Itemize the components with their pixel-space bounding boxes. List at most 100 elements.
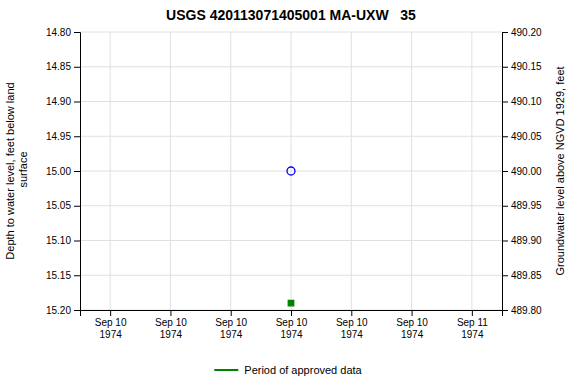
y2-tick: 489.90 [502, 235, 542, 246]
tick-mark [502, 241, 508, 242]
legend: Period of approved data [214, 364, 362, 376]
tick-mark [74, 136, 80, 137]
y-tick: 14.90 [46, 96, 80, 107]
tick-mark [502, 206, 508, 207]
text-line: Depth to water level, feet below land [4, 82, 16, 259]
y2-tick: 489.85 [502, 270, 542, 281]
tick-mark [502, 67, 508, 68]
tick-label: 14.90 [46, 96, 71, 107]
y2-tick: 490.15 [502, 61, 542, 72]
y-tick: 14.85 [46, 61, 80, 72]
tick-label: Sep 101974 [336, 317, 368, 340]
text-line: Sep 11 [457, 317, 488, 328]
grid-line [170, 32, 171, 310]
tick-label: 15.20 [46, 305, 71, 316]
tick-label: Sep 101974 [215, 317, 247, 340]
tick-label: Sep 101974 [396, 317, 428, 340]
grid-line [291, 32, 292, 310]
tick-label: 489.85 [511, 270, 542, 281]
tick-label: 490.20 [511, 27, 542, 38]
y-axis-title: Depth to water level, feet below land su… [4, 82, 29, 259]
tick-label: Sep 101974 [276, 317, 308, 340]
tick-label: 14.95 [46, 131, 71, 142]
y-tick: 14.80 [46, 27, 80, 38]
y2-tick: 489.80 [502, 305, 542, 316]
y2-tick: 490.00 [502, 166, 542, 177]
tick-label: 15.15 [46, 270, 71, 281]
tick-label: 14.85 [46, 61, 71, 72]
tick-label: 489.90 [511, 235, 542, 246]
y-tick: 14.95 [46, 131, 80, 142]
legend-label: Period of approved data [244, 364, 362, 376]
y-tick: 15.00 [46, 166, 80, 177]
tick-label: 15.00 [46, 166, 71, 177]
tick-mark [351, 310, 352, 316]
tick-mark [502, 136, 508, 137]
point [287, 167, 295, 175]
y-axis: 14.80 14.85 14.90 14.95 15.00 15.05 15.10 15.15… [46, 27, 81, 316]
tick-mark [110, 310, 111, 316]
text-line: Sep 10 [276, 317, 308, 328]
legend-item: Period of approved data [214, 364, 362, 376]
y2-tick: 490.10 [502, 96, 542, 107]
tick-label: 490.10 [511, 96, 542, 107]
text-line: Sep 10 [95, 317, 127, 328]
grid-line [411, 32, 412, 310]
axis-line [503, 33, 509, 311]
axis-line [81, 311, 503, 317]
tick-mark [74, 67, 80, 68]
x-axis: Sep 101974Sep 101974Sep 101974Sep 101974… [81, 310, 503, 340]
grid-line [351, 32, 352, 310]
grid [80, 32, 502, 310]
y-tick: 15.10 [46, 235, 80, 246]
tick-mark [74, 241, 80, 242]
axis-line [74, 33, 81, 311]
x-tick: Sep 101974 [336, 310, 368, 340]
text-line: Sep 10 [155, 317, 187, 328]
tick-mark [502, 32, 508, 33]
tick-mark [74, 102, 80, 103]
tick-label: 489.95 [511, 200, 542, 211]
y2-tick: 490.20 [502, 27, 542, 38]
y2-axis: 489.80 489.85 489.90 489.95 490.00 490.05 490.… [502, 27, 542, 316]
text-line: 1974 [280, 329, 303, 340]
tick-mark [74, 171, 80, 172]
y-tick: 15.05 [46, 200, 80, 211]
text-line: 1974 [461, 329, 484, 340]
text-line: 1974 [160, 329, 183, 340]
tick-mark [502, 310, 508, 311]
y-tick: 15.15 [46, 270, 80, 281]
marks [287, 167, 295, 306]
tick-label: Sep 101974 [95, 317, 127, 340]
text-line: Sep 10 [215, 317, 247, 328]
x-tick: Sep 111974 [457, 310, 488, 340]
text-line: 1974 [220, 329, 243, 340]
tick-label: 14.80 [46, 27, 71, 38]
title: USGS 420113071405001 MA-UXW 35 [166, 7, 416, 23]
text-line: surface [17, 151, 29, 190]
tick-mark [502, 171, 508, 172]
grid-line [110, 32, 111, 310]
text-line: 1974 [100, 329, 123, 340]
tick-mark [502, 275, 508, 276]
y2-tick: 489.95 [502, 200, 542, 211]
plot: Sep 101974Sep 101974Sep 101974Sep 101974… [4, 27, 566, 340]
tick-label: 490.05 [511, 131, 542, 142]
chart: Sep 101974Sep 101974Sep 101974Sep 101974… [0, 0, 576, 384]
grid-line [230, 32, 231, 310]
tick-mark [74, 310, 80, 311]
text-line: Sep 10 [396, 317, 428, 328]
tick-mark [291, 310, 292, 316]
tick-label: 490.00 [511, 166, 542, 177]
tick-mark [412, 310, 413, 316]
y-tick: 15.20 [46, 305, 80, 316]
x-tick: Sep 101974 [215, 310, 247, 340]
tick-label: 15.05 [46, 200, 71, 211]
series [288, 300, 293, 305]
x-tick: Sep 101974 [276, 310, 308, 340]
y2-tick: 490.05 [502, 131, 542, 142]
tick-mark [472, 310, 473, 316]
legend-swatch [214, 369, 238, 371]
text-line: Sep 10 [336, 317, 368, 328]
tick-mark [74, 32, 80, 33]
